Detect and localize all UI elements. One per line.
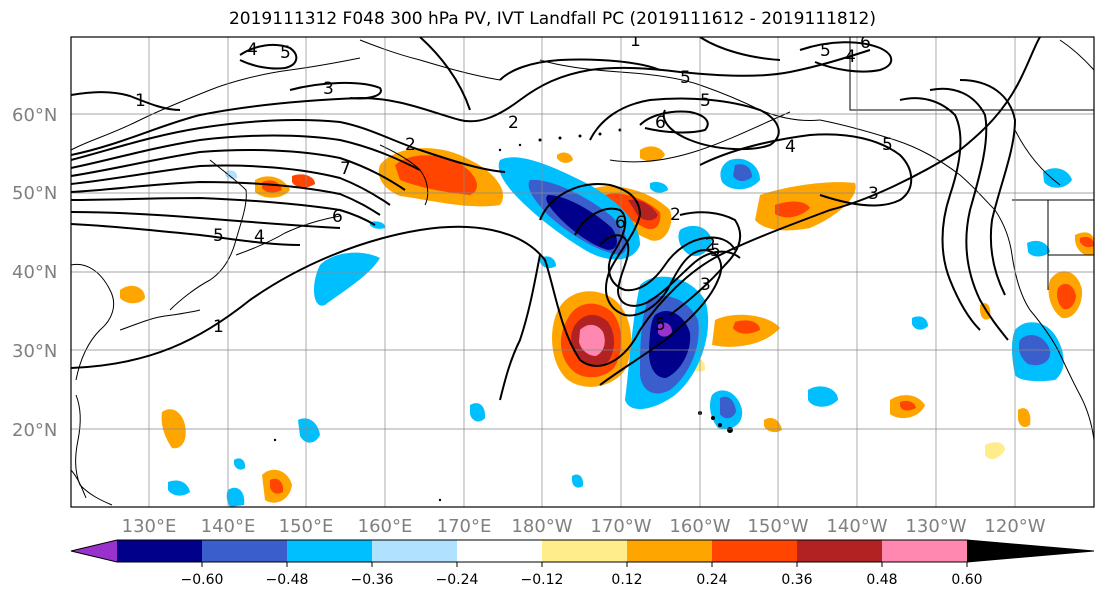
map-frame [70,36,1095,508]
lon-label: 120°W [984,516,1045,537]
lat-label-30n: 30°N [12,341,57,362]
colorbar-segment [457,540,542,562]
contour-label: 6 [860,33,871,53]
contour-labels: 1 6 5 5 4 5 4 6 5 3 2 1 2 7 6 5 4 5 6 2 … [135,31,893,337]
contour-label: 5 [280,43,291,63]
lon-label: 170°W [590,516,651,537]
contour-label: 6 [655,113,666,133]
contour-label: 2 [508,113,519,133]
contour-label: 2 [705,235,716,255]
contour-label: 4 [785,137,796,157]
contour-label: 1 [135,91,146,111]
colorbar-tick-label: −0.36 [351,572,394,588]
contour-label: 5 [700,91,711,111]
negative-anomaly-shading [168,157,1072,507]
map-panel: 1 6 5 5 4 5 4 6 5 3 2 1 2 7 6 5 4 5 6 2 … [71,31,1094,507]
pv-contours [71,37,1041,401]
colorbar-segment [542,540,627,562]
contour-label: 5 [882,135,893,155]
contour-label: 2 [670,205,681,225]
contour-label: 4 [254,227,265,247]
contour-label: 5 [710,241,721,261]
colorbar: −0.60 −0.48 −0.36 −0.24 −0.12 0.12 0.24 … [70,539,1095,588]
lon-label: 140°W [826,516,887,537]
lon-label: 170°E [437,516,492,537]
lon-label: 160°E [358,516,413,537]
colorbar-tick-label: −0.12 [521,572,564,588]
contour-label: 1 [630,31,641,51]
colorbar-segment [71,540,117,562]
latitude-labels: 60°N 50°N 40°N 30°N 20°N [12,105,57,441]
lon-label: 160°W [669,516,730,537]
lon-label: 130°W [905,516,966,537]
islands [273,128,733,502]
colorbar-segment [712,540,797,562]
contour-label: 6 [332,207,343,227]
contour-label: 3 [700,275,711,295]
lat-label-50n: 50°N [12,183,57,204]
contour-label: 4 [247,40,258,60]
lon-label: 130°E [122,516,177,537]
colorbar-segment [882,540,967,562]
contour-label: 3 [868,184,879,204]
lat-label-20n: 20°N [12,420,57,441]
contour-label: 6 [615,213,626,233]
gridlines [71,37,1094,507]
lat-label-40n: 40°N [12,262,57,283]
lat-label-60n: 60°N [12,105,57,126]
colorbar-segment [967,540,1094,562]
contour-label: 7 [340,159,351,179]
lon-label: 150°W [747,516,808,537]
positive-anomaly-shading [120,146,1094,503]
lon-label: 140°E [201,516,256,537]
contour-label: 5 [680,68,691,88]
colorbar-tick-label: 0.12 [611,572,642,588]
colorbar-tick-label: −0.24 [436,572,479,588]
contour-label: 3 [323,79,334,99]
coastlines [71,37,1094,506]
colorbar-segment [287,540,372,562]
contour-label: 4 [845,47,856,67]
contour-label: 5 [655,315,666,335]
colorbar-segment [372,540,457,562]
lon-label: 180°W [511,516,572,537]
contour-label: 1 [213,317,224,337]
colorbar-segment [202,540,287,562]
colorbar-tick-label: 0.36 [781,572,812,588]
colorbar-outline [70,539,1095,563]
contour-label: 5 [820,41,831,61]
colorbar-ticks [201,562,968,567]
colorbar-tick-label: −0.60 [181,572,224,588]
colorbar-tick-label: 0.24 [696,572,727,588]
colorbar-tick-label: 0.48 [866,572,897,588]
longitude-labels: 130°E 140°E 150°E 160°E 170°E 180°W 170°… [122,516,1046,537]
colorbar-tick-label: 0.60 [951,572,982,588]
colorbar-segment [117,540,202,562]
contour-label: 2 [405,135,416,155]
colorbar-tick-label: −0.48 [266,572,309,588]
contour-label: 5 [213,226,224,246]
colorbar-segment [797,540,882,562]
map-title: 2019111312 F048 300 hPa PV, IVT Landfall… [228,9,876,29]
lon-label: 150°E [279,516,334,537]
colorbar-segment [627,540,712,562]
